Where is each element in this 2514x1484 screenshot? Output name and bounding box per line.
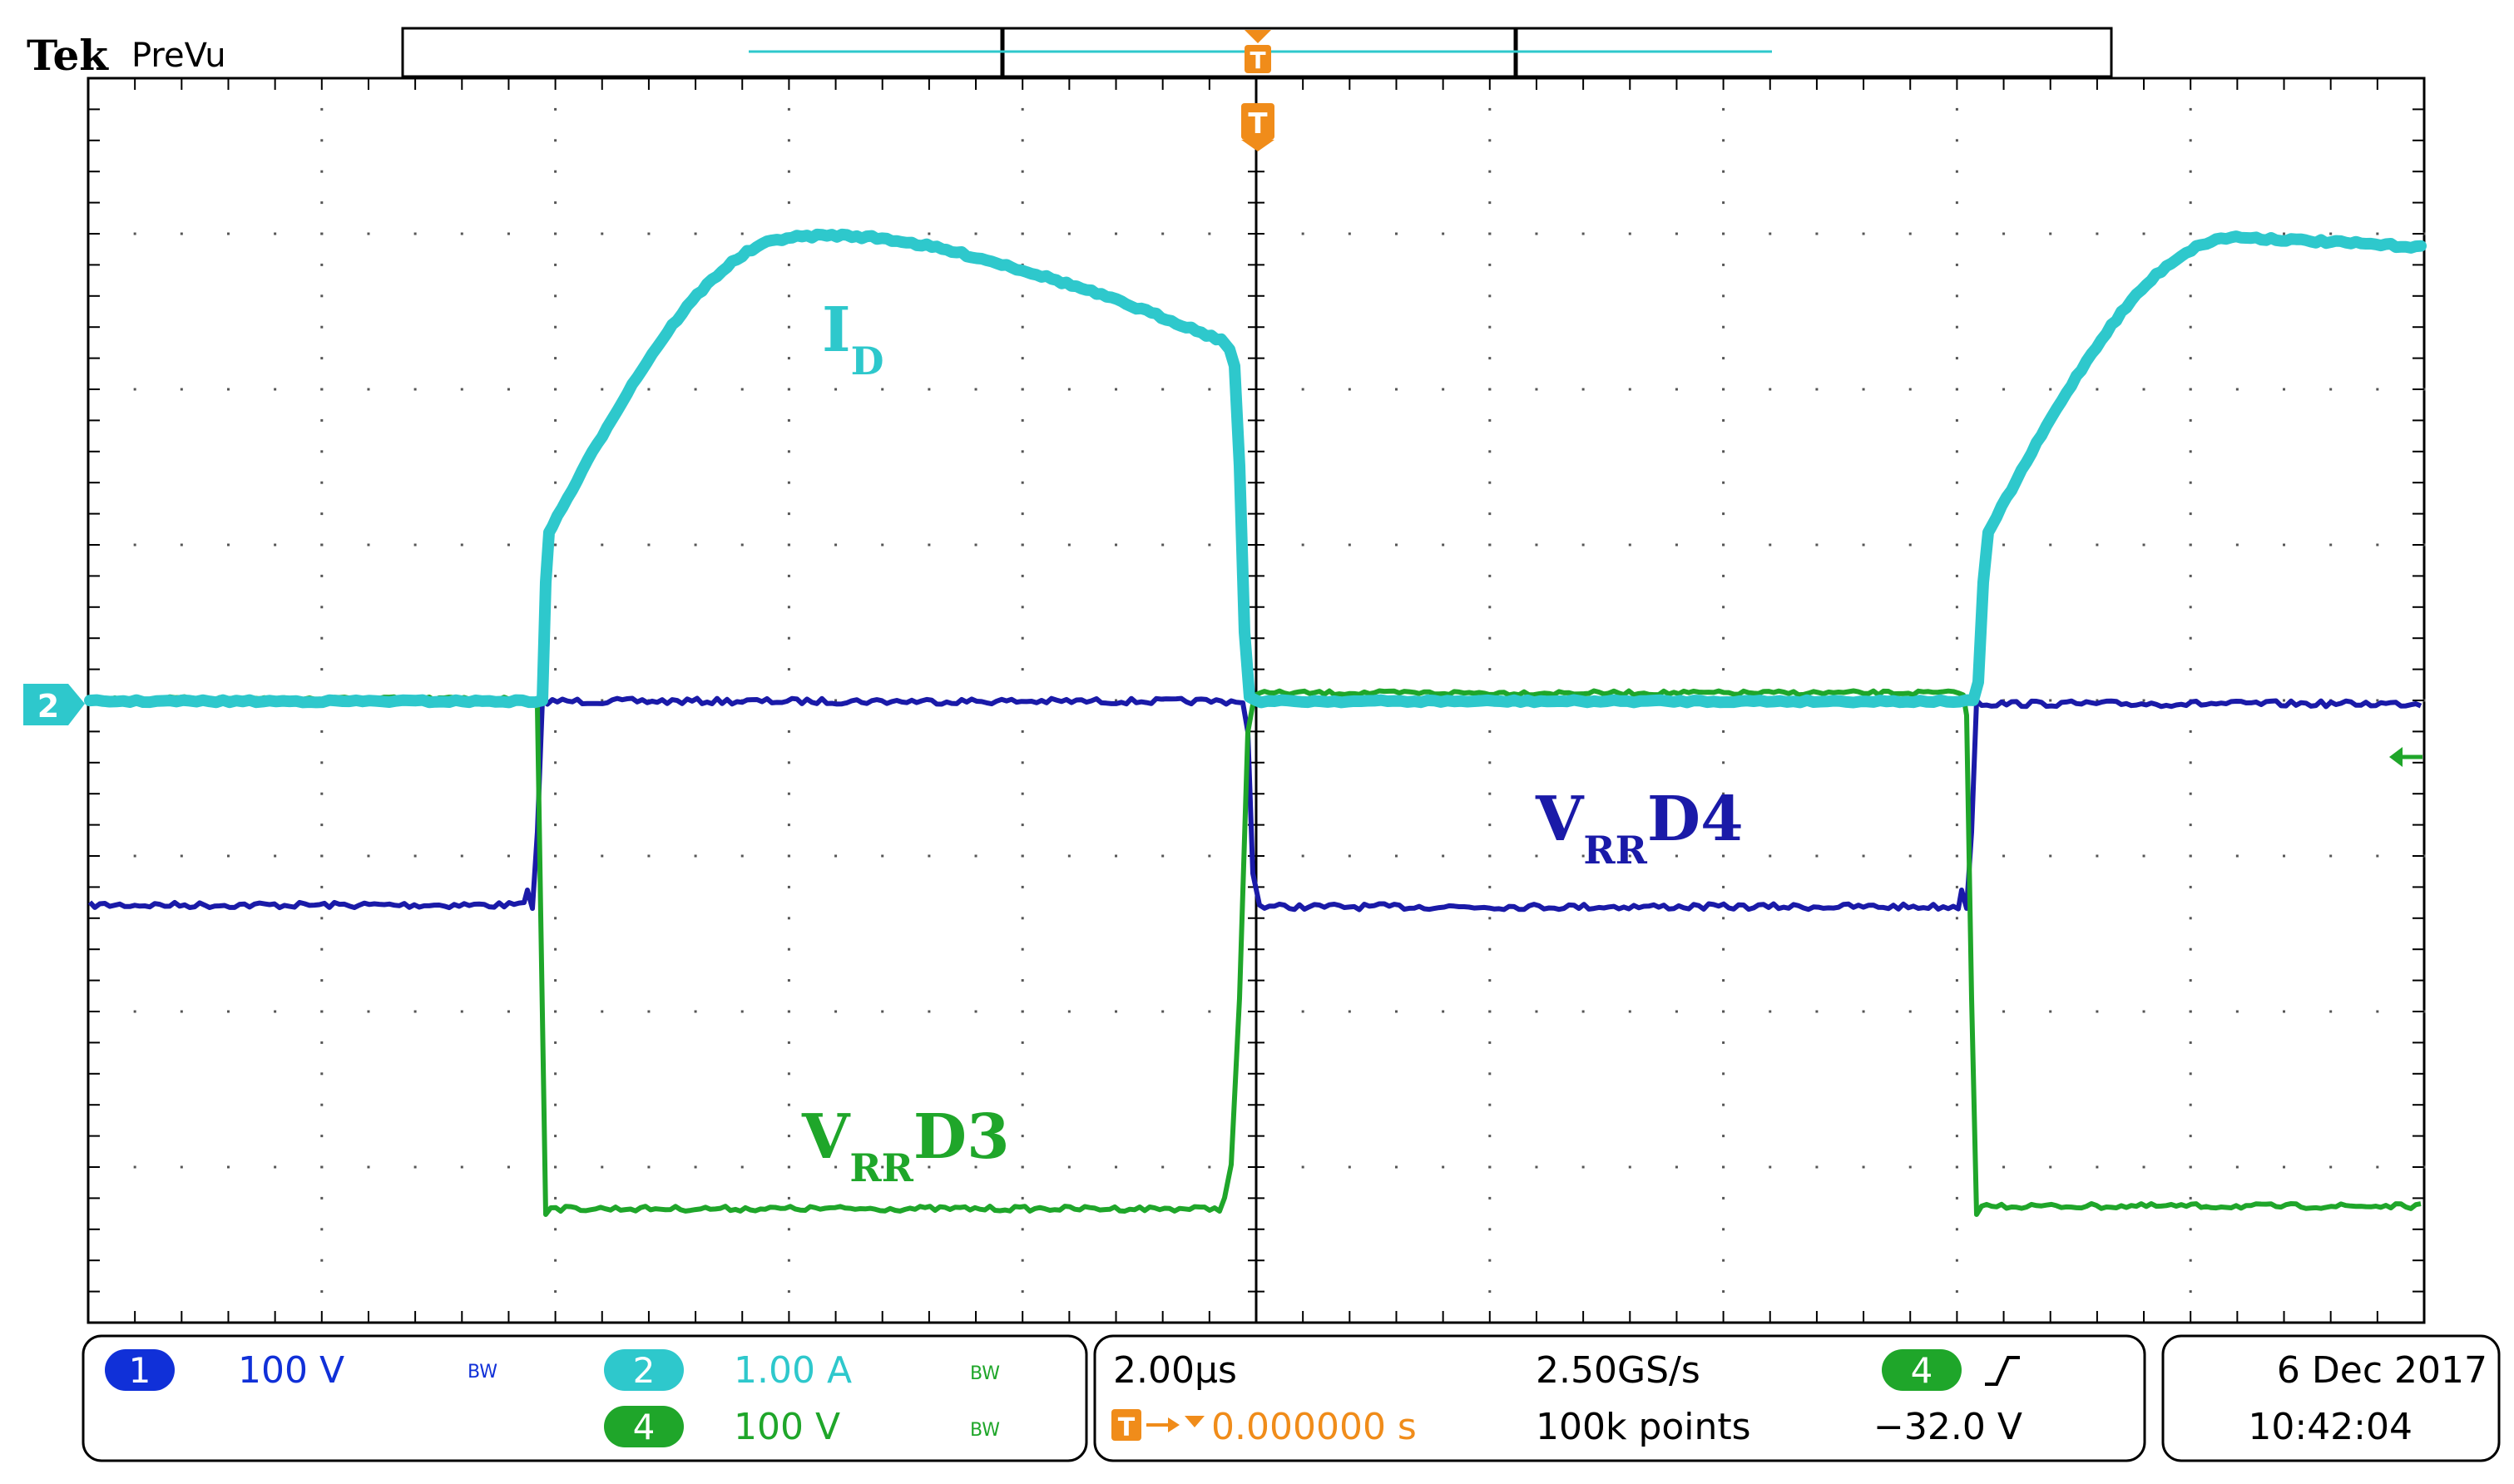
trigger-level-readout: −32.0 V (1873, 1406, 2022, 1448)
ch4-badge[interactable]: 4 (604, 1406, 684, 1447)
svg-text:1: 1 (129, 1350, 151, 1391)
ch1-bw-limit-icon: BW (468, 1362, 497, 1383)
ch4-scale: 100 V (734, 1406, 840, 1448)
ch1-badge[interactable]: 1 (105, 1349, 175, 1391)
brand-logo: Tek (27, 31, 109, 80)
ch2-scale: 1.00 A (734, 1349, 852, 1392)
channel-readout-panel[interactable]: 1 100 V BW 2 1.00 A BW 4 100 V BW (82, 1334, 1088, 1462)
svg-text:2: 2 (37, 688, 59, 725)
trigger-source-badge[interactable]: 4 (1882, 1349, 1962, 1391)
trigger-position-marker-top: T (1245, 30, 1271, 74)
mode-label: PreVu (131, 37, 226, 75)
ch1-scale: 100 V (238, 1349, 344, 1392)
ch2-bw-limit-icon: BW (970, 1363, 1000, 1384)
rising-edge-icon (1985, 1356, 2020, 1386)
record-length-readout: 100k points (1536, 1406, 1751, 1448)
ch1-waveform-vrr-d4 (87, 695, 2422, 913)
horizontal-trigger-panel[interactable]: 2.00µs 2.50GS/s T 0.000000 s 100k points… (1093, 1334, 2146, 1462)
svg-text:T: T (1250, 47, 1265, 74)
time-readout: 10:42:04 (2248, 1406, 2413, 1448)
trace-label-id: ID (822, 294, 884, 383)
trigger-position-marker[interactable]: T (1241, 103, 1274, 151)
datetime-panel: 6 Dec 2017 10:42:04 (2161, 1334, 2501, 1462)
trigger-position-icon: T (1111, 1409, 1205, 1442)
graticule-grid (88, 77, 2426, 1323)
sample-rate-readout: 2.50GS/s (1536, 1349, 1700, 1392)
svg-text:2: 2 (633, 1350, 656, 1391)
trace-label-vrr-d3: VRRD3 (801, 1101, 1010, 1190)
trigger-position-readout: 0.000000 s (1211, 1406, 1417, 1448)
svg-text:4: 4 (1911, 1350, 1933, 1391)
svg-text:4: 4 (633, 1407, 656, 1447)
svg-text:T: T (1118, 1413, 1136, 1442)
timebase-readout: 2.00µs (1113, 1349, 1237, 1392)
ch2-ground-marker[interactable]: 2 (23, 684, 85, 725)
date-readout: 6 Dec 2017 (2277, 1349, 2487, 1392)
trigger-level-arrow-icon (2389, 747, 2422, 767)
ch4-bw-limit-icon: BW (970, 1420, 1000, 1441)
ch2-badge[interactable]: 2 (604, 1349, 684, 1391)
svg-text:T: T (1248, 107, 1268, 141)
trace-label-vrr-d4: VRRD4 (1535, 784, 1744, 873)
ch2-waveform-id (84, 228, 2427, 709)
